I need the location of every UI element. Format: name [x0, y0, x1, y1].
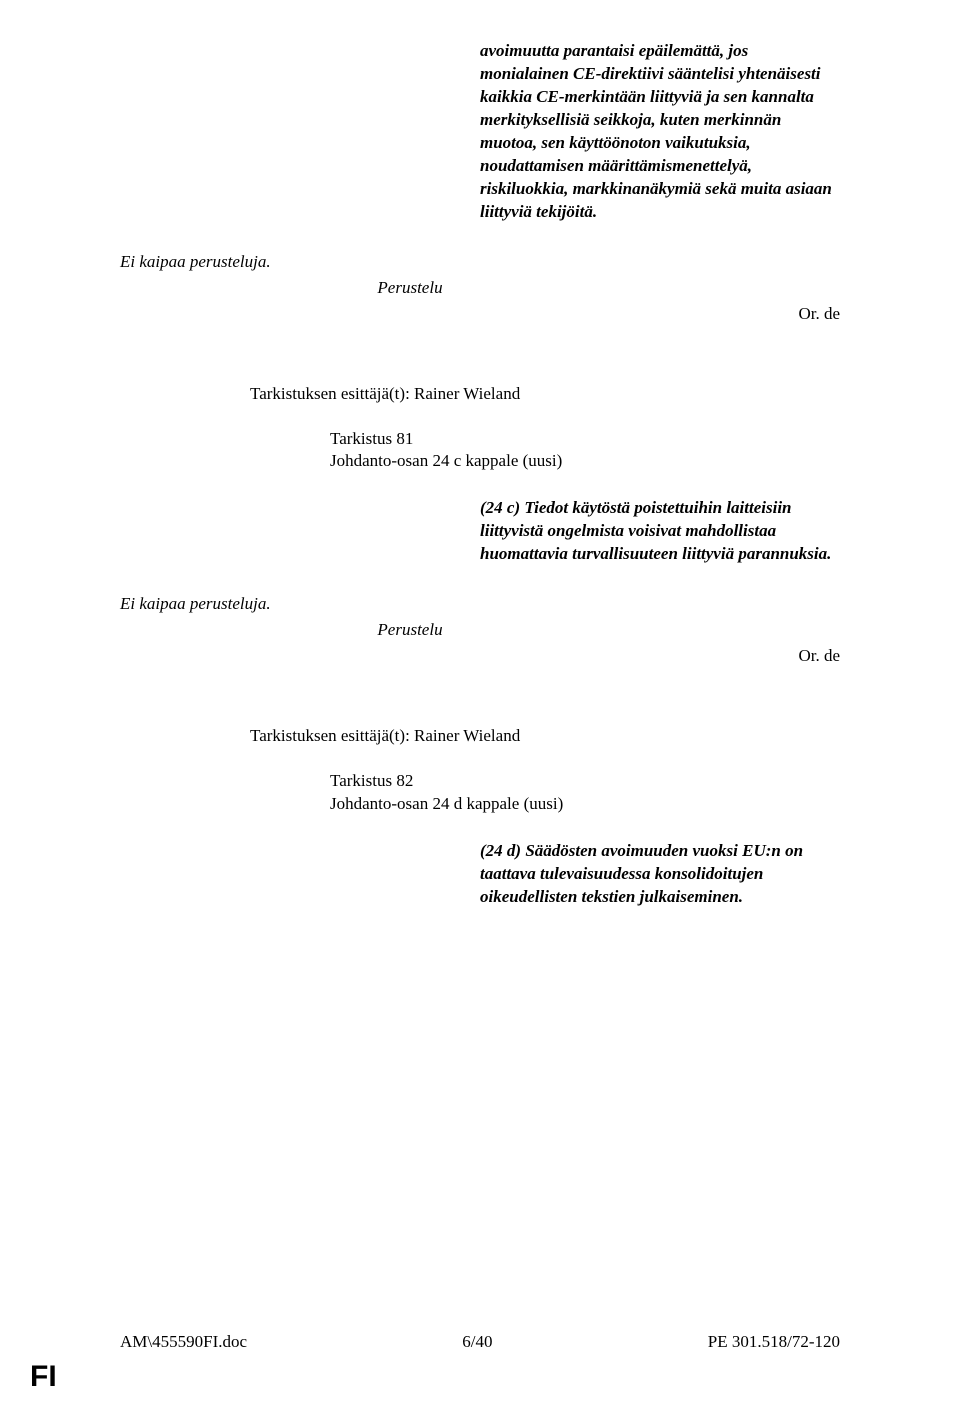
amendment-81-title: Tarkistus 81	[330, 428, 840, 451]
amendment-82-subtitle: Johdanto-osan 24 d kappale (uusi)	[330, 793, 840, 816]
language-code: FI	[30, 1360, 57, 1394]
justification-heading-1: Perustelu	[360, 278, 460, 298]
no-justification-2: Ei kaipaa perusteluja.	[120, 594, 840, 614]
page-footer: AM\455590FI.doc 6/40 PE 301.518/72-120	[120, 1332, 840, 1352]
footer-center: 6/40	[462, 1332, 492, 1352]
amendment-81-subtitle: Johdanto-osan 24 c kappale (uusi)	[330, 450, 840, 473]
or-de-1: Or. de	[120, 304, 840, 324]
or-de-2: Or. de	[120, 646, 840, 666]
amendment-81-body: (24 c) Tiedot käytöstä poistettuihin lai…	[480, 498, 831, 563]
amendment-82-body: (24 d) Säädösten avoimuuden vuoksi EU:n …	[480, 841, 803, 906]
footer-left: AM\455590FI.doc	[120, 1332, 247, 1352]
no-justification-1: Ei kaipaa perusteluja.	[120, 252, 840, 272]
amendment-82-author: Tarkistuksen esittäjä(t): Rainer Wieland	[250, 726, 840, 746]
footer-right: PE 301.518/72-120	[708, 1332, 840, 1352]
justification-heading-2: Perustelu	[360, 620, 460, 640]
top-continuation-text: avoimuutta parantaisi epäilemättä, jos m…	[480, 40, 840, 224]
amendment-81-author: Tarkistuksen esittäjä(t): Rainer Wieland	[250, 384, 840, 404]
amendment-82-title: Tarkistus 82	[330, 770, 840, 793]
